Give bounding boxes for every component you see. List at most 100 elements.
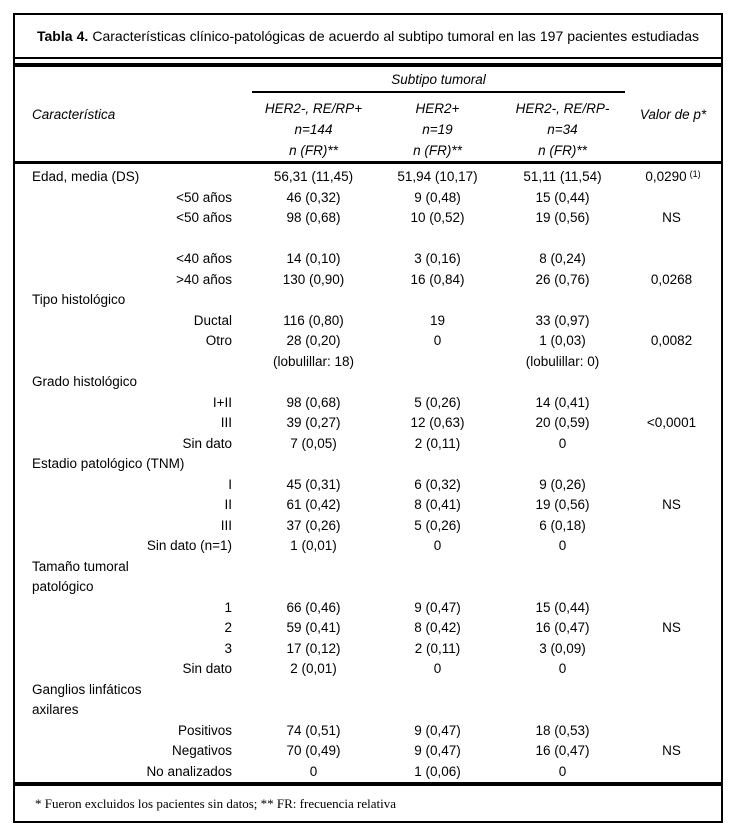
cell-value-col2: 1 (0,06)	[414, 763, 461, 779]
cell-value-col3	[500, 454, 625, 476]
top-rule	[15, 63, 721, 67]
cell-value-col1: 7 (0,05)	[290, 435, 337, 451]
cell-value-col3: 15 (0,44)	[535, 599, 590, 615]
cell-value-col1: 56,31 (11,45)	[273, 169, 354, 184]
table-footnote: * Fueron excluidos los pacientes sin dat…	[35, 796, 397, 811]
cell-value-col1: 130 (0,90)	[282, 271, 345, 287]
row-label: <50 años	[176, 210, 232, 225]
cell-value-col2: 10 (0,52)	[410, 210, 465, 225]
cell-p-value	[625, 557, 721, 579]
p-value-text: 0,0290	[645, 169, 687, 184]
cell-value-col2: 2 (0,11)	[414, 640, 461, 656]
cell-value-col2: 0	[433, 661, 442, 676]
table-caption: Tabla 4. Características clínico-patológ…	[15, 15, 721, 59]
cell-value-col2: 9 (0,47)	[414, 722, 461, 738]
cell-value-col2	[375, 454, 500, 476]
cell-value-col3: 8 (0,24)	[539, 251, 586, 266]
table-row: (lobulillar: 18) (lobulillar: 0)	[15, 352, 721, 373]
cell-value-col2: 5 (0,26)	[414, 394, 461, 410]
table-row: II 61 (0,42) 8 (0,41) 19 (0,56) NS	[15, 495, 721, 516]
row-label: Ductal	[193, 312, 232, 328]
cell-p-value	[625, 434, 721, 456]
p-value-superscript: (1)	[689, 169, 701, 179]
table-row: Sin dato (n=1) 1 (0,01) 0 0	[15, 536, 721, 557]
table-row: <40 años 14 (0,10) 3 (0,16) 8 (0,24)	[15, 249, 721, 270]
table-number-label: Tabla 4.	[37, 28, 89, 44]
column-group-subtipo-tumoral: Subtipo tumoral	[252, 67, 625, 93]
cell-p-value	[625, 577, 721, 599]
row-label: III	[220, 415, 232, 430]
cell-value-col1	[252, 290, 375, 312]
cell-value-col2: 3 (0,16)	[414, 251, 461, 266]
subtype-name: HER2-, RE/RP+	[264, 101, 363, 116]
cell-p-value	[625, 721, 721, 743]
cell-value-col1: 39 (0,27)	[286, 415, 341, 430]
row-label: Grado histológico	[32, 374, 138, 389]
cell-p-value	[625, 393, 721, 415]
table-row: 3 17 (0,12) 2 (0,11) 3 (0,09)	[15, 639, 721, 660]
cell-p-value	[625, 352, 721, 374]
cell-value-col3	[500, 700, 625, 722]
cell-value-col1: 61 (0,42)	[286, 497, 341, 512]
cell-value-col1: 14 (0,10)	[286, 251, 341, 266]
cell-value-col2	[375, 290, 500, 312]
row-label: axilares	[32, 702, 79, 717]
cell-value-col2: 8 (0,42)	[414, 620, 461, 635]
column-header-her2neg-rerp-neg: HER2-, RE/RP- n=34 n (FR)**	[500, 93, 625, 161]
subtype-name: HER2+	[415, 101, 460, 116]
cell-p-value	[625, 700, 721, 722]
row-label: Sin dato (n=1)	[146, 538, 232, 553]
table-row: Sin dato 2 (0,01) 0 0	[15, 659, 721, 680]
p-value-text: NS	[662, 210, 681, 225]
cell-value-col1: 1 (0,01)	[290, 538, 337, 553]
cell-value-col1: 98 (0,68)	[286, 394, 341, 410]
cell-value-col1: 66 (0,46)	[286, 599, 341, 615]
table-row: 2 59 (0,41) 8 (0,42) 16 (0,47) NS	[15, 618, 721, 639]
cell-value-col3: 26 (0,76)	[535, 271, 590, 287]
cell-value-col1: 59 (0,41)	[286, 620, 341, 635]
cell-p-value	[625, 454, 721, 476]
column-header-characteristic: Característica	[32, 106, 116, 122]
cell-value-col3: 6 (0,18)	[539, 517, 586, 533]
table-row: Ductal 116 (0,80) 19 33 (0,97)	[15, 311, 721, 332]
paper-table-frame: Tabla 4. Características clínico-patológ…	[13, 13, 723, 823]
table-row: Grado histológico	[15, 372, 721, 393]
row-label: <50 años	[176, 189, 232, 205]
p-value-text: 0,0268	[650, 271, 693, 287]
cell-value-col2	[375, 577, 500, 599]
table-header: Característica Subtipo tumoral Valor de …	[15, 67, 721, 161]
cell-value-col1: 98 (0,68)	[286, 210, 341, 225]
cell-value-col2	[375, 372, 500, 394]
cell-value-col2: 6 (0,32)	[414, 476, 461, 492]
cell-value-col3	[500, 372, 625, 394]
cell-value-col3: 1 (0,03)	[539, 333, 586, 348]
cell-value-col3: 3 (0,09)	[539, 640, 586, 656]
column-header-her2-pos: HER2+ n=19 n (FR)**	[375, 93, 500, 161]
p-value-text: <0,0001	[646, 415, 697, 430]
table-row: Positivos 74 (0,51) 9 (0,47) 18 (0,53)	[15, 721, 721, 742]
cell-value-col1: 17 (0,12)	[286, 640, 341, 656]
subtype-fr: n (FR)**	[538, 143, 587, 158]
cell-value-col1: 70 (0,49)	[286, 743, 341, 758]
cell-value-col1	[252, 557, 375, 579]
cell-value-col2	[375, 229, 500, 251]
cell-p-value: 0,0290 (1)	[625, 167, 721, 189]
cell-value-col3	[500, 229, 625, 251]
cell-value-col2: 9 (0,47)	[414, 743, 461, 758]
cell-value-col1: 28 (0,20)	[286, 333, 341, 348]
p-value-text: NS	[662, 620, 681, 635]
cell-value-col3: 0	[558, 435, 567, 451]
row-label: 3	[224, 640, 232, 656]
cell-value-col3: 14 (0,41)	[535, 394, 590, 410]
cell-value-col3: 20 (0,59)	[535, 415, 590, 430]
table-caption-body: Características clínico-patológicas de a…	[92, 28, 700, 44]
cell-value-col3	[500, 680, 625, 702]
row-label: Otro	[205, 333, 232, 348]
cell-value-col2: 5 (0,26)	[414, 517, 461, 533]
table-row: Negativos 70 (0,49) 9 (0,47) 16 (0,47) N…	[15, 741, 721, 762]
bottom-rule	[15, 782, 721, 786]
subtype-fr: n (FR)**	[413, 143, 462, 158]
cell-value-col3: 9 (0,26)	[539, 476, 586, 492]
cell-value-col1	[252, 454, 375, 476]
table-row: Sin dato 7 (0,05) 2 (0,11) 0	[15, 434, 721, 455]
